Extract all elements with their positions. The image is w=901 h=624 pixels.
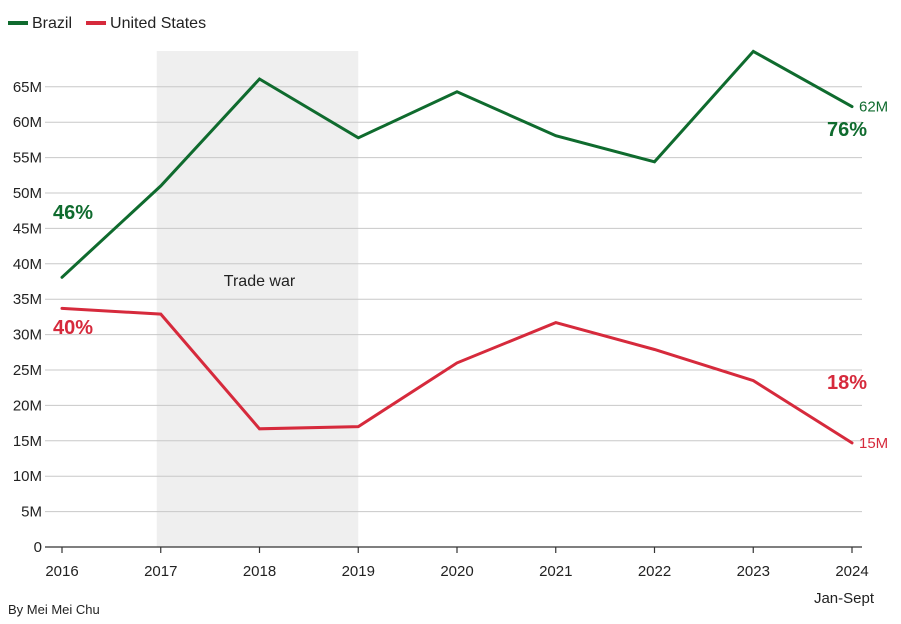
- legend-label-united-states: United States: [110, 15, 206, 32]
- end-value-label-brazil: 62M: [859, 99, 888, 116]
- y-tick-label: 35M: [13, 291, 42, 308]
- x-tick-label: 2023: [737, 563, 770, 580]
- end-share-label-brazil: 76%: [827, 119, 867, 141]
- x-tick-label: 2024: [835, 563, 868, 580]
- x-tick-label: 2022: [638, 563, 671, 580]
- y-tick-label: 65M: [13, 79, 42, 96]
- credit-text: By Mei Mei Chu: [8, 602, 100, 617]
- y-tick-label: 10M: [13, 468, 42, 485]
- y-tick-label: 30M: [13, 327, 42, 344]
- x-tick-label: 2017: [144, 563, 177, 580]
- x-tick-label: 2020: [440, 563, 473, 580]
- start-share-label-brazil: 46%: [53, 202, 93, 224]
- y-tick-label: 60M: [13, 114, 42, 131]
- y-tick-label: 40M: [13, 256, 42, 273]
- y-tick-label: 5M: [21, 504, 42, 521]
- trade-war-label: Trade war: [224, 273, 296, 290]
- y-tick-label: 20M: [13, 397, 42, 414]
- y-tick-label: 45M: [13, 220, 42, 237]
- x-tick-label: 2019: [342, 563, 375, 580]
- x-tick-label: 2018: [243, 563, 276, 580]
- x-tick-label: 2021: [539, 563, 572, 580]
- y-tick-label: 55M: [13, 150, 42, 167]
- start-share-label-united-states: 40%: [53, 317, 93, 339]
- x-tick-sublabel: Jan-Sept: [814, 590, 875, 607]
- x-tick-label: 2016: [45, 563, 78, 580]
- end-value-label-united-states: 15M: [859, 435, 888, 452]
- y-tick-label: 50M: [13, 185, 42, 202]
- y-tick-label: 0: [34, 539, 42, 556]
- y-tick-label: 15M: [13, 433, 42, 450]
- y-tick-label: 25M: [13, 362, 42, 379]
- end-share-label-united-states: 18%: [827, 372, 867, 394]
- legend-label-brazil: Brazil: [32, 15, 72, 32]
